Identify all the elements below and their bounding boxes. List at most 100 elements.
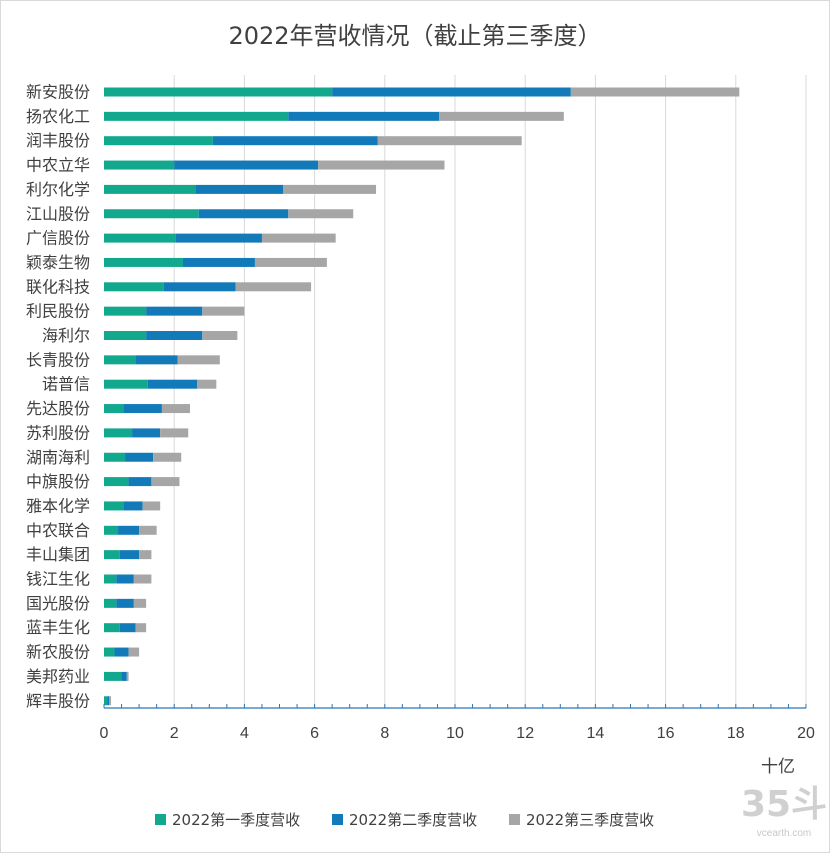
bar-segment-q1 — [104, 111, 289, 121]
legend-swatch — [155, 814, 166, 825]
category-label: 长青股份 — [26, 350, 90, 369]
bar-segment-q3 — [202, 306, 245, 316]
bar-segment-q2 — [198, 209, 289, 219]
bar-segment-q1 — [104, 550, 120, 560]
bar-segment-q1 — [104, 525, 119, 535]
bar-segment-q1 — [104, 331, 147, 340]
watermark-site: vcearth.com — [757, 828, 811, 839]
bar-segment-q3 — [235, 282, 312, 292]
category-label: 广信股份 — [26, 229, 90, 248]
x-tick-label: 2 — [170, 725, 179, 742]
bar-segment-q3 — [318, 160, 445, 170]
watermark-logo: 35斗 — [741, 784, 827, 825]
bar-segment-q3 — [128, 647, 140, 657]
bar-segment-q1 — [104, 574, 117, 584]
bar-segment-q3 — [142, 501, 161, 511]
bar-segment-q1 — [104, 501, 124, 511]
legend-swatch — [509, 814, 520, 825]
bar-segment-q2 — [119, 623, 136, 633]
bar-segment-q1 — [104, 87, 333, 97]
bar-segment-q3 — [570, 87, 740, 97]
bar-segment-q2 — [119, 550, 140, 560]
category-label: 湖南海利 — [26, 448, 90, 467]
bar-segment-q2 — [116, 574, 134, 584]
chart-title: 2022年营收情况（截止第三季度） — [228, 22, 601, 50]
category-label: 辉丰股份 — [26, 691, 90, 710]
bar-segment-q3 — [135, 623, 147, 633]
bar-segment-q1 — [104, 233, 176, 243]
x-tick-label: 18 — [727, 725, 745, 742]
bar-segment-q1 — [104, 379, 148, 389]
legend: 2022第一季度营收 2022第二季度营收 2022第三季度营收 — [155, 811, 654, 829]
category-label: 中旗股份 — [26, 472, 90, 491]
bar-segment-q2 — [163, 282, 236, 292]
category-label: 利尔化学 — [26, 180, 90, 199]
category-labels: 新安股份扬农化工润丰股份中农立华利尔化学江山股份广信股份颖泰生物联化科技利民股份… — [26, 83, 90, 711]
bar-segment-q2 — [132, 428, 161, 438]
unit-label: 十亿 — [761, 757, 795, 777]
bar-segment-q1 — [104, 428, 133, 438]
bar-segment-q1 — [104, 598, 117, 608]
bar-segment-q2 — [125, 452, 154, 462]
bar-segment-q1 — [104, 209, 199, 219]
bar-segment-q1 — [104, 696, 108, 706]
bar-segment-q3 — [283, 184, 377, 194]
bar-segment-q3 — [139, 525, 157, 535]
bar-segment-q3 — [153, 452, 182, 462]
bar-segment-q1 — [104, 404, 124, 414]
bar-segment-q2 — [114, 647, 129, 657]
bar-segment-q2 — [332, 87, 571, 97]
legend-swatch — [332, 814, 343, 825]
category-label: 美邦药业 — [26, 667, 90, 686]
x-tick-label: 16 — [657, 725, 675, 742]
category-label: 苏利股份 — [26, 423, 90, 442]
x-tick-label: 4 — [240, 725, 249, 742]
x-tick-label: 12 — [516, 725, 534, 742]
x-tick-labels: 0 2 4 6 8 10 12 14 16 18 20 — [100, 725, 815, 742]
bar-segment-q2 — [288, 111, 440, 121]
category-label: 海利尔 — [42, 326, 90, 345]
bar-segment-q2 — [121, 671, 127, 681]
category-label: 雅本化学 — [26, 496, 90, 515]
bar-segment-q2 — [118, 525, 140, 535]
category-label: 润丰股份 — [26, 131, 90, 150]
bar-segment-q1 — [104, 671, 122, 681]
bar-segment-q2 — [116, 598, 134, 608]
category-label: 丰山集团 — [26, 545, 90, 564]
category-label: 利民股份 — [26, 302, 90, 321]
bar-segment-q3 — [197, 379, 217, 389]
bar-segment-q1 — [104, 184, 196, 194]
bar-segment-q3 — [177, 355, 220, 365]
category-label: 新安股份 — [26, 83, 90, 102]
legend-item-q1: 2022第一季度营收 — [155, 811, 300, 829]
bar-segment-q2 — [123, 404, 162, 414]
bar-segment-q3 — [377, 136, 522, 146]
bar-segment-q3 — [139, 550, 152, 560]
category-label: 诺普信 — [42, 375, 90, 394]
bar-segment-q2 — [123, 501, 143, 511]
category-label: 中农立华 — [26, 156, 90, 175]
x-tick-label: 0 — [100, 725, 109, 742]
bar-segment-q3 — [161, 404, 190, 414]
bar-segment-q3 — [151, 477, 180, 487]
bar-segment-q1 — [104, 355, 136, 365]
bar-segment-q1 — [104, 136, 213, 146]
category-label: 钱江生化 — [26, 570, 90, 589]
bar-segment-q1 — [104, 257, 183, 267]
bar-segment-q3 — [133, 598, 147, 608]
x-tick-label: 6 — [310, 725, 319, 742]
bar-segment-q2 — [107, 696, 110, 706]
bar-segment-q3 — [109, 696, 112, 706]
x-axis — [103, 704, 807, 709]
bar-segment-q2 — [212, 136, 378, 146]
bar-segment-q1 — [104, 477, 129, 487]
category-label: 蓝丰生化 — [26, 618, 90, 637]
bars — [104, 87, 740, 706]
bar-segment-q1 — [104, 452, 126, 462]
bar-segment-q3 — [439, 111, 564, 121]
bar-segment-q2 — [146, 331, 203, 340]
category-label: 新农股份 — [26, 643, 90, 662]
legend-item-q2: 2022第二季度营收 — [332, 811, 477, 829]
category-label: 国光股份 — [26, 594, 90, 613]
